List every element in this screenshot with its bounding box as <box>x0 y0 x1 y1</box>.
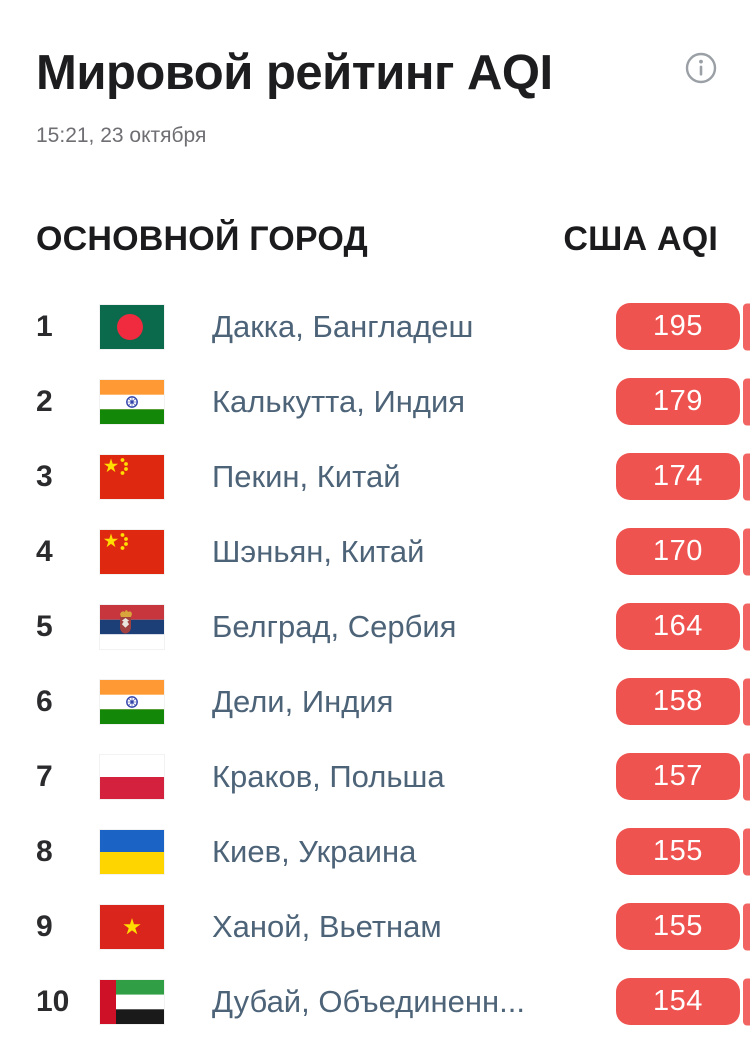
clipped-badge-sliver <box>743 453 750 500</box>
city-label: Киев, Украина <box>212 833 417 869</box>
info-icon[interactable] <box>685 52 717 84</box>
city-label: Пекин, Китай <box>212 458 401 494</box>
timestamp: 15:21, 23 октября <box>36 124 207 147</box>
rank-label: 7 <box>36 759 53 793</box>
title-row: Мировой рейтинг AQI <box>36 46 750 100</box>
city-label: Шэньян, Китай <box>212 533 425 569</box>
ranking-list: 1 Дакка, Бангладеш 195 2 Калькутта, Инди… <box>36 289 750 1039</box>
aqi-value: 154 <box>653 985 703 1017</box>
aqi-badge: 157 <box>616 753 740 800</box>
rank-label: 6 <box>36 684 53 718</box>
clipped-badge-sliver <box>743 378 750 425</box>
ranking-row[interactable]: 1 Дакка, Бангладеш 195 <box>36 289 750 364</box>
clipped-badge-sliver <box>743 678 750 725</box>
aqi-badge: 155 <box>616 903 740 950</box>
china-flag <box>100 454 164 499</box>
rank-label: 5 <box>36 609 53 643</box>
india-flag <box>100 679 164 724</box>
ranking-row[interactable]: 2 Калькутта, Индия 179 <box>36 364 750 439</box>
aqi-value: 174 <box>653 460 703 492</box>
rank-label: 9 <box>36 909 53 943</box>
india-flag <box>100 379 164 424</box>
aqi-badge: 155 <box>616 828 740 875</box>
aqi-badge: 174 <box>616 453 740 500</box>
aqi-value: 164 <box>653 610 703 642</box>
china-flag <box>100 529 164 574</box>
aqi-value: 155 <box>653 835 703 867</box>
column-header-city: ОСНОВНОЙ ГОРОД <box>36 220 368 258</box>
column-header-aqi: США AQI <box>563 220 718 258</box>
clipped-badge-sliver <box>743 303 750 350</box>
rank-label: 1 <box>36 309 53 343</box>
city-label: Дубай, Объединенн... <box>212 983 525 1019</box>
aqi-badge: 170 <box>616 528 740 575</box>
rank-label: 8 <box>36 834 53 868</box>
aqi-badge: 154 <box>616 978 740 1025</box>
city-label: Дели, Индия <box>212 683 394 719</box>
aqi-value: 170 <box>653 535 703 567</box>
city-label: Калькутта, Индия <box>212 383 466 419</box>
aqi-badge: 164 <box>616 603 740 650</box>
aqi-value: 155 <box>653 910 703 942</box>
poland-flag <box>100 754 164 799</box>
aqi-value: 158 <box>653 685 703 717</box>
aqi-badge: 158 <box>616 678 740 725</box>
aqi-badge: 195 <box>616 303 740 350</box>
city-label: Краков, Польша <box>212 758 445 794</box>
clipped-badge-sliver <box>743 903 750 950</box>
serbia-flag <box>100 604 164 649</box>
ranking-row[interactable]: 8 Киев, Украина 155 <box>36 814 750 889</box>
ranking-row[interactable]: 7 Краков, Польша 157 <box>36 739 750 814</box>
clipped-badge-sliver <box>743 828 750 875</box>
rank-label: 10 <box>36 984 70 1018</box>
ukraine-flag <box>100 829 164 874</box>
vietnam-flag <box>100 904 164 949</box>
aqi-value: 195 <box>653 310 703 342</box>
page-title: Мировой рейтинг AQI <box>36 46 553 100</box>
ranking-row[interactable]: 4 Шэньян, Китай 170 <box>36 514 750 589</box>
ranking-row[interactable]: 6 Дели, Индия 158 <box>36 664 750 739</box>
ranking-row[interactable]: 3 Пекин, Китай 174 <box>36 439 750 514</box>
rank-label: 2 <box>36 384 53 418</box>
aqi-value: 157 <box>653 760 703 792</box>
bangladesh-flag <box>100 304 164 349</box>
ranking-row[interactable]: 9 Ханой, Вьетнам 155 <box>36 889 750 964</box>
ranking-row[interactable]: 5 Белград, Сербия 164 <box>36 589 750 664</box>
rank-label: 4 <box>36 534 53 568</box>
aqi-badge: 179 <box>616 378 740 425</box>
ranking-row[interactable]: 10 Дубай, Объединенн... 154 <box>36 964 750 1039</box>
city-label: Белград, Сербия <box>212 608 457 644</box>
clipped-badge-sliver <box>743 528 750 575</box>
uae-flag <box>100 979 164 1024</box>
rank-label: 3 <box>36 459 53 493</box>
aqi-value: 179 <box>653 385 703 417</box>
city-label: Ханой, Вьетнам <box>212 908 442 944</box>
clipped-badge-sliver <box>743 753 750 800</box>
city-label: Дакка, Бангладеш <box>212 308 474 344</box>
clipped-badge-sliver <box>743 603 750 650</box>
table-header: ОСНОВНОЙ ГОРОД США AQI <box>36 220 750 259</box>
clipped-badge-sliver <box>743 978 750 1025</box>
